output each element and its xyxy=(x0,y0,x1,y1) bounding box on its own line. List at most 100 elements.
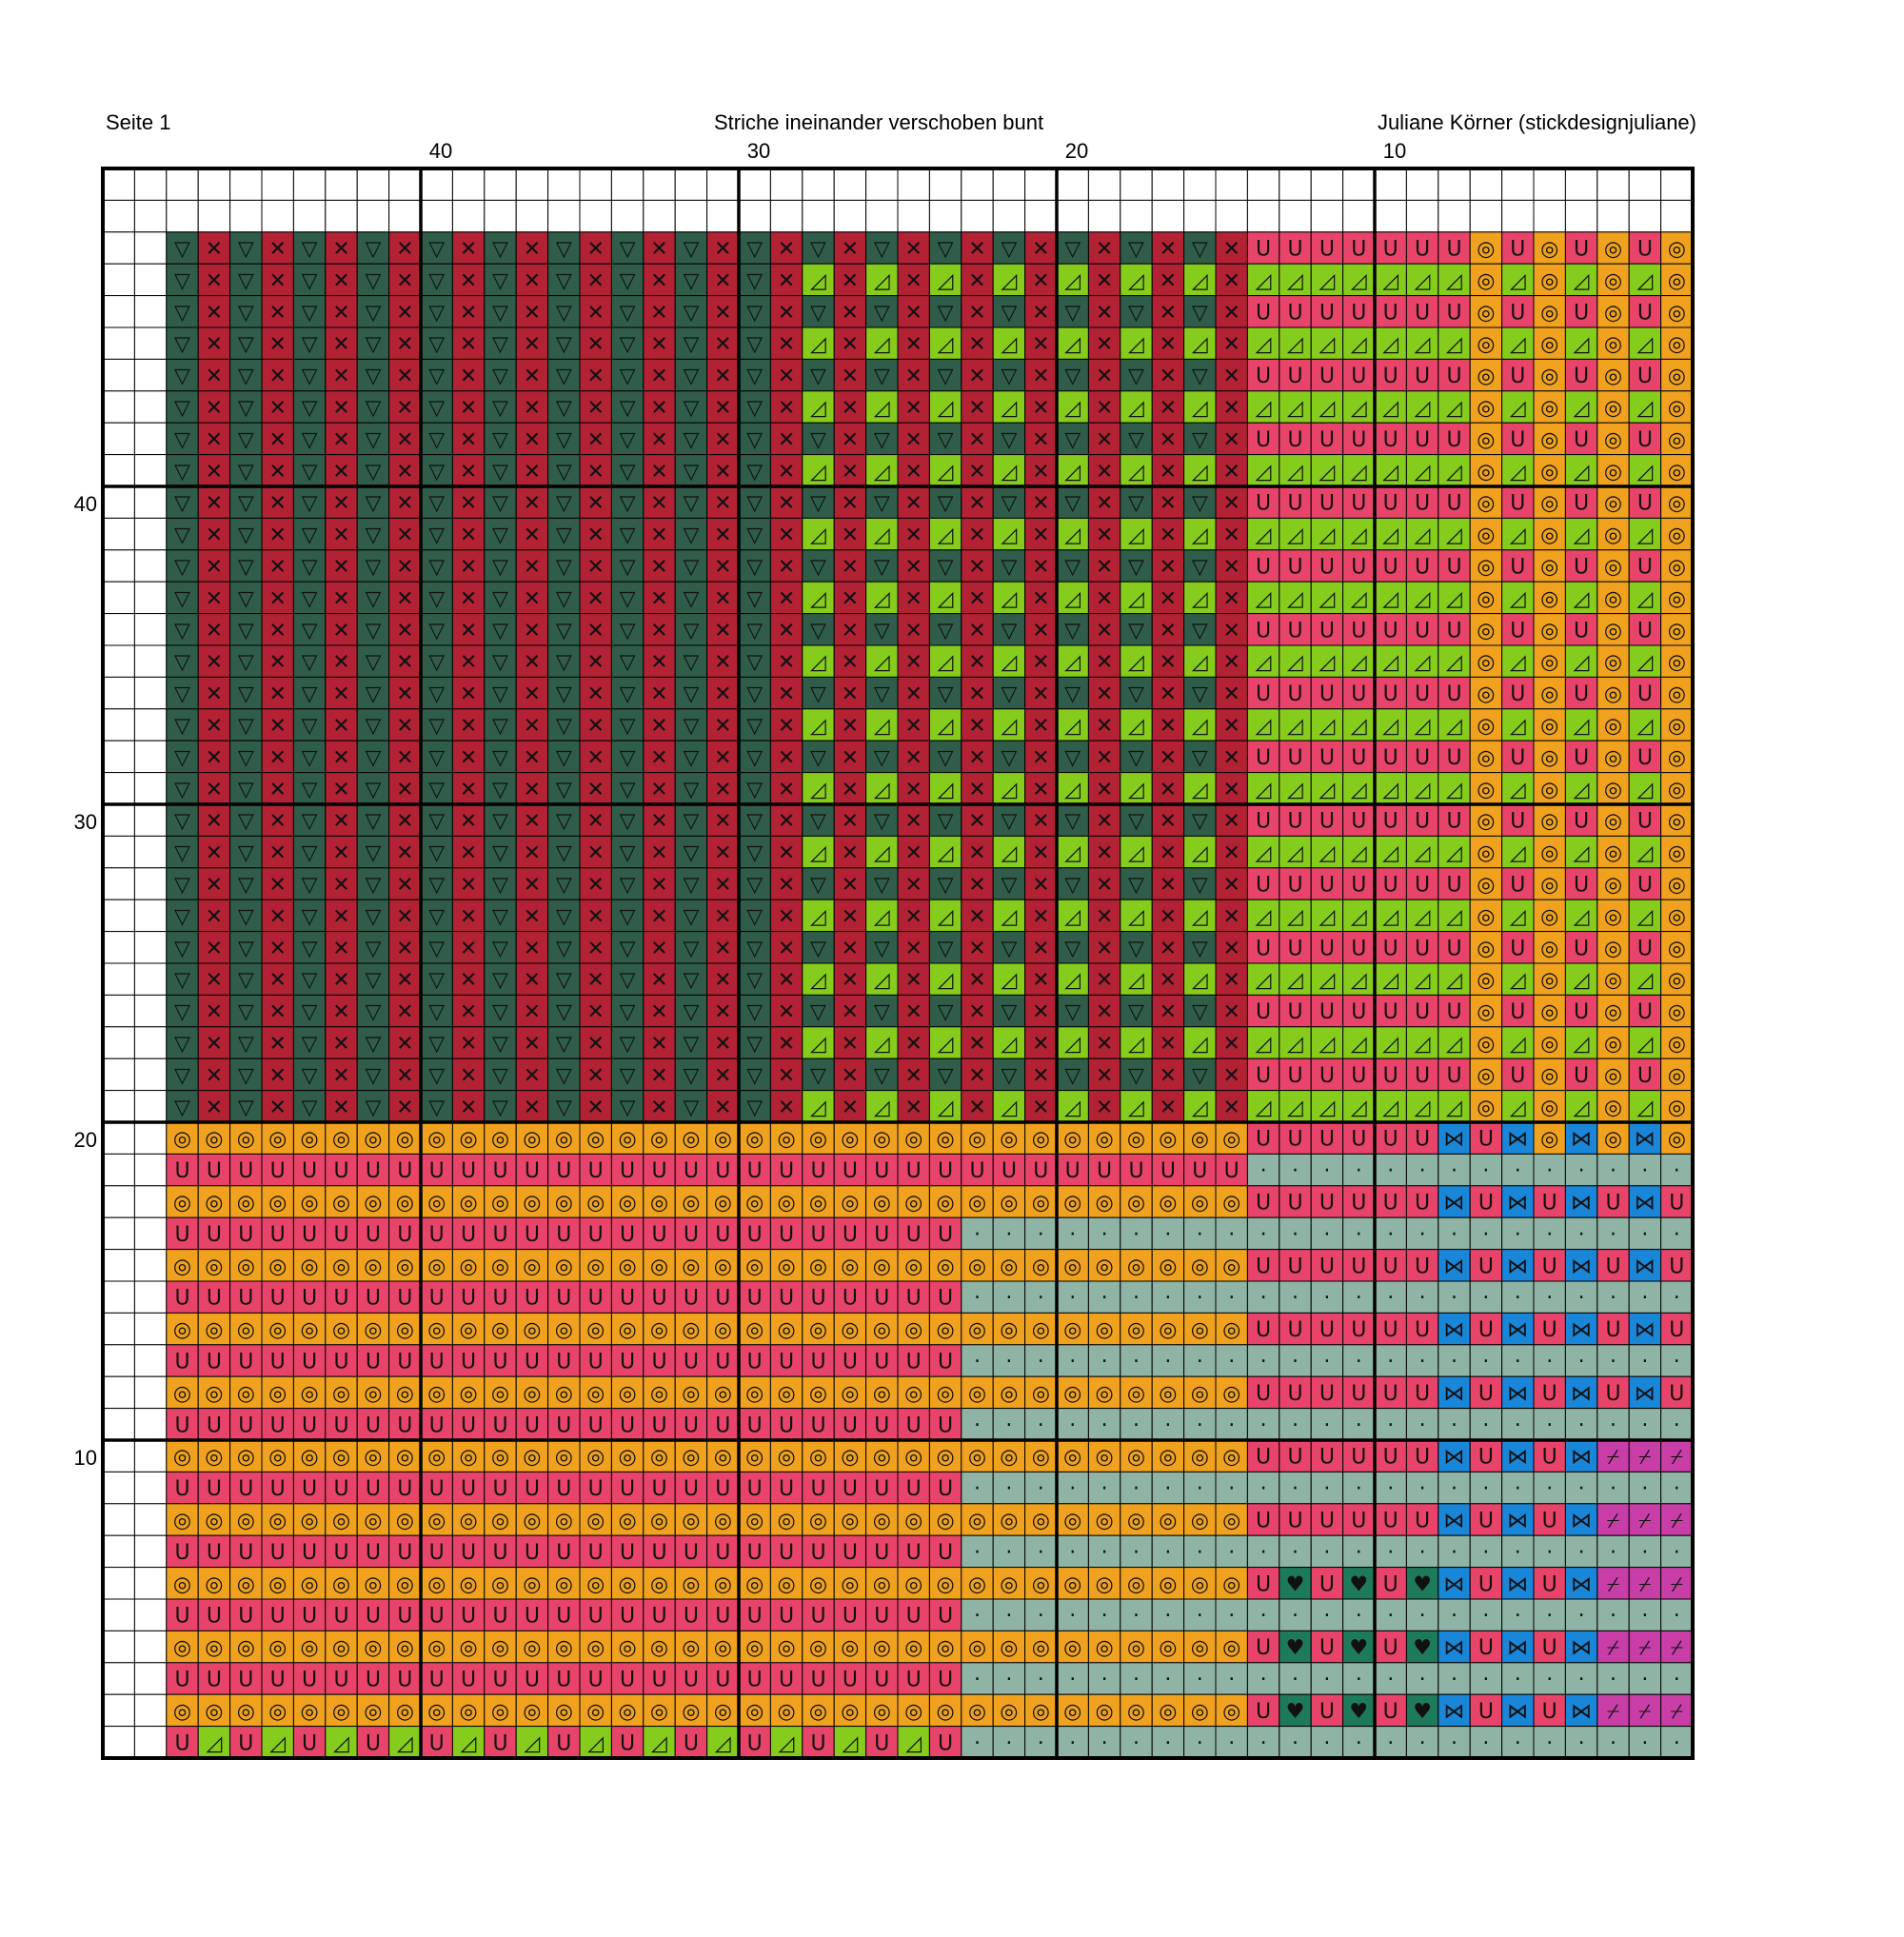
stitch-symbol: U xyxy=(1478,1446,1494,1470)
stitch-cell xyxy=(1660,390,1694,424)
stitch-symbol: ✕ xyxy=(1222,1064,1240,1088)
stitch-symbol: ◎ xyxy=(205,1510,223,1533)
stitch-symbol: ✕ xyxy=(396,651,413,675)
stitch-symbol: ✕ xyxy=(460,651,477,675)
stitch-symbol: ✕ xyxy=(650,397,667,421)
stitch-symbol: ▽ xyxy=(1128,428,1144,452)
stitch-symbol: ◎ xyxy=(173,1128,191,1152)
stitch-symbol: ✕ xyxy=(460,682,477,706)
stitch-cell xyxy=(133,835,168,869)
stitch-symbol: ▽ xyxy=(174,810,190,834)
stitch-symbol: U xyxy=(1287,874,1302,898)
stitch-cell xyxy=(133,708,168,741)
stitch-symbol: ▽ xyxy=(746,651,763,675)
stitch-cell xyxy=(133,1280,168,1314)
stitch-cell xyxy=(484,168,517,201)
stitch-symbol: U xyxy=(238,1351,253,1374)
stitch-symbol: ◿ xyxy=(1192,1096,1208,1119)
stitch-symbol: ◿ xyxy=(1064,1033,1081,1057)
stitch-symbol: ◎ xyxy=(1191,1192,1209,1216)
stitch-symbol: ✕ xyxy=(396,587,413,611)
stitch-symbol: U xyxy=(174,1477,189,1501)
stitch-cell xyxy=(197,517,231,551)
stitch-symbol: · xyxy=(1228,1477,1235,1501)
stitch-cell xyxy=(1120,295,1153,328)
stitch-symbol: U xyxy=(1510,619,1525,642)
stitch-symbol: U xyxy=(747,1413,763,1437)
stitch-symbol: ◿ xyxy=(1415,715,1431,739)
stitch-cell xyxy=(102,358,135,392)
stitch-symbol: U xyxy=(1574,238,1589,262)
stitch-symbol: U xyxy=(715,1477,730,1501)
stitch-symbol: U xyxy=(779,1413,794,1437)
stitch-symbol: ◎ xyxy=(364,1255,382,1278)
stitch-symbol: · xyxy=(1164,1287,1171,1311)
stitch-symbol: ▽ xyxy=(174,301,190,325)
stitch-symbol: ◎ xyxy=(809,1192,827,1216)
stitch-cell xyxy=(1279,199,1312,233)
stitch-symbol: ▽ xyxy=(302,746,318,770)
stitch-symbol: U xyxy=(1637,238,1653,262)
stitch-symbol: ◎ xyxy=(1095,1572,1113,1596)
stitch-symbol: ✕ xyxy=(268,1064,286,1088)
stitch-symbol: ▽ xyxy=(683,587,699,611)
stitch-symbol: ◎ xyxy=(1063,1700,1081,1724)
stitch-symbol: ◎ xyxy=(1159,1318,1177,1342)
stitch-symbol: ▽ xyxy=(810,238,826,262)
stitch-symbol: ▽ xyxy=(174,238,190,262)
stitch-symbol: ◎ xyxy=(936,1572,954,1596)
stitch-cell xyxy=(802,326,835,360)
stitch-cell xyxy=(388,295,422,328)
stitch-symbol: ✕ xyxy=(778,619,795,642)
stitch-symbol: ▽ xyxy=(492,238,508,262)
stitch-symbol: ◎ xyxy=(300,1192,318,1216)
stitch-symbol: ✕ xyxy=(968,969,985,993)
stitch-symbol: ◿ xyxy=(1064,587,1081,611)
stitch-symbol: ✕ xyxy=(1032,841,1049,865)
stitch-symbol: ◿ xyxy=(938,905,954,929)
stitch-symbol: ◿ xyxy=(1415,524,1431,547)
stitch-symbol: ✕ xyxy=(778,492,795,516)
stitch-symbol: ◿ xyxy=(1192,905,1208,929)
stitch-symbol: ✕ xyxy=(1160,969,1177,993)
stitch-symbol: U xyxy=(366,1605,381,1629)
stitch-cell xyxy=(1183,549,1217,583)
stitch-symbol: U xyxy=(1574,1000,1589,1024)
stitch-cell xyxy=(579,358,612,392)
stitch-symbol: U xyxy=(366,1731,381,1755)
stitch-symbol: ✕ xyxy=(1096,238,1113,262)
stitch-symbol: U xyxy=(1446,492,1461,516)
stitch-symbol: ✕ xyxy=(1222,619,1240,642)
stitch-symbol: ◎ xyxy=(364,1636,382,1660)
stitch-symbol: ◿ xyxy=(1446,269,1462,293)
stitch-symbol: · xyxy=(1005,1351,1012,1374)
stitch-symbol: · xyxy=(1641,1605,1648,1629)
stitch-symbol: ✕ xyxy=(1096,365,1113,388)
stitch-symbol: ✕ xyxy=(396,238,413,262)
row-number-20: 20 xyxy=(73,1128,97,1152)
stitch-symbol: ▽ xyxy=(556,397,572,421)
stitch-symbol: ◎ xyxy=(1159,1636,1177,1660)
stitch-symbol: ▽ xyxy=(1128,937,1144,960)
stitch-symbol: · xyxy=(1482,1413,1489,1437)
stitch-symbol: ▽ xyxy=(238,397,254,421)
stitch-symbol: ▽ xyxy=(428,301,445,325)
stitch-symbol: ◎ xyxy=(1540,365,1558,388)
stitch-symbol: ✕ xyxy=(778,460,795,484)
stitch-cell xyxy=(1151,168,1185,201)
stitch-symbol: U xyxy=(588,1287,604,1311)
stitch-cell xyxy=(1438,358,1471,392)
stitch-symbol: ◎ xyxy=(586,1318,605,1342)
stitch-symbol: ◎ xyxy=(873,1255,891,1278)
stitch-symbol: U xyxy=(1574,810,1589,834)
stitch-symbol: ▽ xyxy=(620,333,636,357)
stitch-symbol: ◎ xyxy=(396,1446,414,1470)
stitch-symbol: ✕ xyxy=(1222,841,1240,865)
stitch-symbol: U xyxy=(1351,1000,1366,1024)
stitch-symbol: ▽ xyxy=(556,333,572,357)
stitch-symbol: · xyxy=(1133,1669,1140,1692)
stitch-symbol: ✕ xyxy=(396,333,413,357)
stitch-symbol: ◎ xyxy=(1127,1700,1145,1724)
stitch-symbol: U xyxy=(1319,1572,1335,1596)
stitch-symbol: U xyxy=(1446,365,1461,388)
